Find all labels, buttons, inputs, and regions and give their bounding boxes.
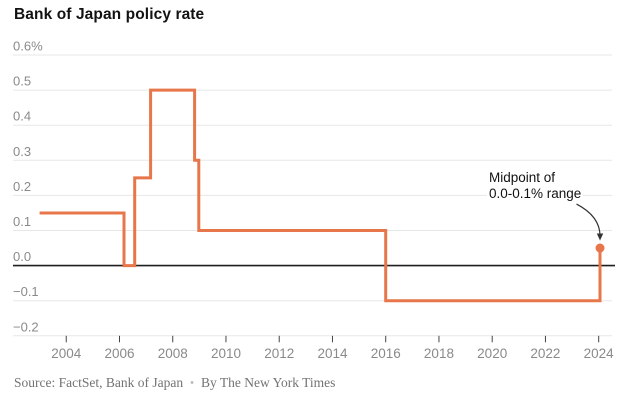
x-axis-label-2008: 2008 <box>158 346 188 361</box>
y-axis-label-0.2: 0.2 <box>13 179 31 194</box>
x-axis-label-2004: 2004 <box>51 346 82 361</box>
x-axis-label-2018: 2018 <box>424 346 454 361</box>
annotation-arrow <box>576 203 601 237</box>
x-axis-label-2012: 2012 <box>264 346 294 361</box>
x-axis-label-2024: 2024 <box>584 346 615 361</box>
end-dot-annotation: Midpoint of 0.0-0.1% range <box>487 169 584 203</box>
y-axis-label-0.3: 0.3 <box>13 144 31 159</box>
source-byline: Source: FactSet, Bank of Japan • By The Ne… <box>14 375 335 391</box>
annotation-line-2: 0.0-0.1% range <box>489 186 582 201</box>
bullet-separator: • <box>190 377 194 389</box>
annotation-line-1: Midpoint of <box>489 170 556 185</box>
x-axis-label-2020: 2020 <box>477 346 507 361</box>
x-axis-label-2010: 2010 <box>211 346 241 361</box>
x-axis-label-2022: 2022 <box>530 346 560 361</box>
y-axis-label-−0.1: −0.1 <box>13 284 39 299</box>
y-axis-label-−0.2: −0.2 <box>13 319 39 334</box>
byline-text: By The New York Times <box>200 375 336 390</box>
end-dot <box>595 243 605 253</box>
chart-title: Bank of Japan policy rate <box>14 6 205 23</box>
y-axis-label-0.0: 0.0 <box>13 249 31 264</box>
source-text: Source: FactSet, Bank of Japan <box>14 375 184 390</box>
y-axis-label-0.1: 0.1 <box>13 214 31 229</box>
y-axis-label-0.5: 0.5 <box>13 74 31 89</box>
y-axis-label-0.4: 0.4 <box>13 109 31 124</box>
x-axis-label-2006: 2006 <box>104 346 134 361</box>
policy-rate-line <box>39 88 602 303</box>
annotation-arrowhead <box>596 233 604 241</box>
x-axis-label-2014: 2014 <box>317 346 348 361</box>
x-axis-label-2016: 2016 <box>371 346 401 361</box>
y-axis-label-0.6%: 0.6% <box>13 39 43 54</box>
